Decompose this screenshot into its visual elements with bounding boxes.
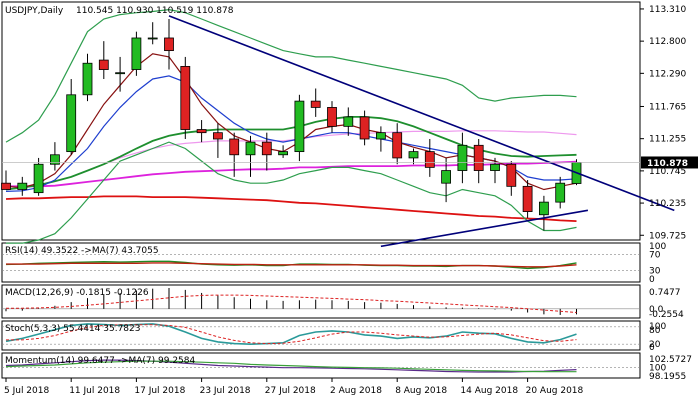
candle-body bbox=[17, 182, 28, 190]
momentum-ma-line bbox=[5, 360, 577, 373]
candle-body bbox=[294, 100, 305, 153]
stoch-axis-tick-label: 80 bbox=[649, 326, 661, 336]
price-axis-tick-label: 113.310 bbox=[649, 5, 686, 15]
candle-body bbox=[229, 138, 240, 156]
candle-body bbox=[343, 116, 354, 127]
momentum-axis-tick-label: 102.5727 bbox=[649, 355, 692, 365]
price-axis-tick-label: 110.745 bbox=[649, 167, 686, 177]
x-axis-tick-label: 5 Jul 2018 bbox=[4, 386, 49, 396]
last-price-tag bbox=[641, 156, 698, 169]
stoch-axis-tick-label: 100 bbox=[649, 322, 666, 332]
candle-body bbox=[196, 129, 207, 134]
candle-body bbox=[180, 65, 191, 130]
candle-body bbox=[408, 151, 419, 159]
candle-body bbox=[98, 59, 109, 70]
macd-axis-tick-label: 0.0 bbox=[649, 305, 664, 315]
candle-body bbox=[457, 144, 468, 171]
candle-body bbox=[1, 182, 11, 190]
x-axis-tick-label: 14 Aug 2018 bbox=[460, 386, 518, 396]
trendline-1 bbox=[380, 209, 589, 248]
stoch-axis-tick-label: 0 bbox=[649, 343, 655, 353]
price-axis-tick-label: 111.255 bbox=[649, 135, 686, 145]
trendline-0 bbox=[168, 15, 675, 212]
macd-axis-tick-label: 0.7477 bbox=[649, 288, 681, 298]
price-axis-tick-label: 109.725 bbox=[649, 231, 686, 241]
rsi-axis-tick-label: 100 bbox=[649, 242, 666, 252]
x-axis-tick-label: 2 Aug 2018 bbox=[330, 386, 382, 396]
candle-body bbox=[473, 144, 484, 171]
candle-body bbox=[327, 107, 337, 127]
candle-body bbox=[50, 154, 60, 165]
panel-frame-stoch bbox=[1, 320, 641, 351]
macd-signal-line bbox=[6, 294, 577, 313]
candle-body bbox=[82, 62, 93, 96]
stoch-signal-line bbox=[6, 324, 577, 345]
x-axis-tick-label: 27 Jul 2018 bbox=[265, 386, 316, 396]
rsi-label: RSI(14) 49.3522 ->MA(7) 43.7055 bbox=[5, 246, 159, 256]
candle-body bbox=[359, 116, 370, 140]
candle-body bbox=[441, 170, 452, 184]
panel-frame-macd bbox=[1, 284, 641, 319]
price-axis-tick-label: 110.235 bbox=[649, 199, 686, 209]
rsi-axis-tick-label: 30 bbox=[649, 266, 661, 276]
rsi-ma-line bbox=[6, 262, 577, 268]
candle-body bbox=[261, 141, 272, 156]
macd-label: MACD(12,26,9) -0.1815 -0.1226 bbox=[5, 288, 149, 298]
x-axis-tick-label: 11 Jul 2018 bbox=[69, 386, 120, 396]
x-axis-tick-label: 8 Aug 2018 bbox=[395, 386, 447, 396]
candle-body bbox=[245, 141, 256, 156]
candle-body bbox=[506, 163, 517, 187]
panel-frame-rsi bbox=[1, 242, 641, 283]
momentum-axis-tick-label: 98.1955 bbox=[649, 372, 686, 382]
stoch-main-line bbox=[5, 323, 577, 346]
candle-body bbox=[310, 100, 321, 108]
symbol-label: USDJPY,Daily bbox=[5, 6, 64, 16]
x-axis-tick-label: 20 Aug 2018 bbox=[526, 386, 584, 396]
candle-body bbox=[278, 151, 289, 156]
price-axis-tick-label: 112.290 bbox=[649, 69, 686, 79]
x-axis-tick-label: 23 Jul 2018 bbox=[200, 386, 251, 396]
panel-frame-mom bbox=[1, 352, 641, 379]
candle-body bbox=[522, 185, 533, 212]
last-price-label: 110.878 bbox=[647, 159, 688, 169]
macd-axis-tick-label: -0.2554 bbox=[649, 310, 684, 320]
overlay-line-envelope-6 bbox=[6, 141, 577, 244]
candle-body bbox=[212, 132, 223, 140]
candle-body bbox=[424, 151, 435, 168]
overlay-line-envelope-7 bbox=[5, 8, 577, 143]
candle-body bbox=[392, 132, 403, 159]
candle-body bbox=[66, 94, 77, 153]
panel-frame-main bbox=[1, 1, 641, 241]
candle-body bbox=[490, 163, 500, 171]
candle-body bbox=[555, 182, 566, 203]
price-axis-tick-label: 111.765 bbox=[649, 102, 686, 112]
candle-body bbox=[147, 37, 158, 40]
x-axis-tick-label: 17 Jul 2018 bbox=[134, 386, 185, 396]
ohlc-header: 110.545 110.930 110.519 110.878 bbox=[76, 6, 234, 16]
price-axis-tick-label: 112.800 bbox=[649, 37, 686, 47]
overlay-line-ema_green-3 bbox=[5, 116, 577, 191]
momentum-axis-tick-label: 100 bbox=[649, 364, 666, 374]
candle-body bbox=[539, 201, 549, 216]
candle-body bbox=[375, 132, 386, 140]
momentum-line bbox=[5, 359, 577, 373]
candle-body bbox=[115, 72, 125, 75]
rsi-axis-tick-label: 0 bbox=[649, 275, 655, 285]
candle-body bbox=[164, 37, 174, 52]
stoch-label: Stoch(5,3,3) 55.4414 35.7823 bbox=[5, 324, 140, 334]
rsi-axis-tick-label: 70 bbox=[649, 251, 661, 261]
stoch-axis-tick-label: 20 bbox=[649, 340, 661, 350]
momentum-label: Momentum(14) 99.6477 ->MA(7) 99.2584 bbox=[5, 356, 196, 366]
candle-body bbox=[131, 37, 142, 70]
candle-body bbox=[33, 163, 44, 194]
overlay-line-ema_red-1 bbox=[5, 195, 577, 222]
